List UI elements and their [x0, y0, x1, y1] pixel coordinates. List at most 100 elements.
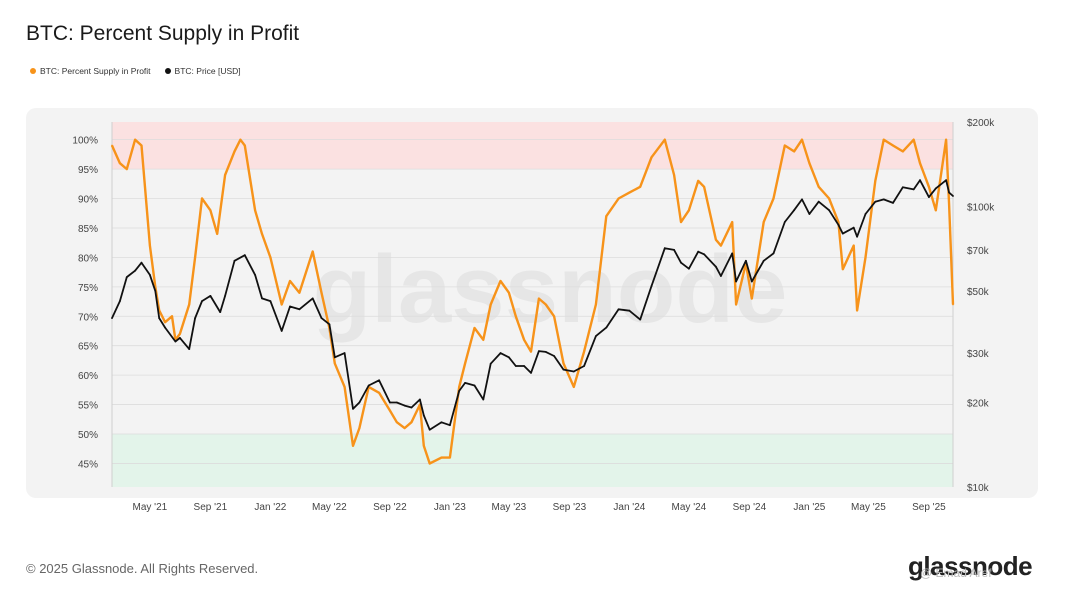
price-point-21: [269, 300, 272, 302]
price-point-93: [901, 186, 904, 189]
legend: BTC: Percent Supply in Profit BTC: Price…: [30, 66, 241, 76]
x-tick: Jan '22: [254, 502, 286, 513]
supply-point-16: [216, 233, 219, 235]
y-right-tick: $50k: [967, 287, 990, 298]
supply-point-32: [352, 444, 354, 447]
price-point-15: [219, 311, 222, 313]
supply-point-14: [201, 197, 203, 200]
supply-point-89: [852, 244, 855, 247]
supply-point-5: [149, 244, 151, 247]
x-tick: May '24: [672, 502, 707, 513]
price-point-14: [209, 295, 212, 297]
supply-point-59: [572, 386, 575, 388]
legend-dot-supply: [30, 68, 36, 74]
supply-point-79: [762, 221, 765, 224]
supply-point-9: [171, 315, 173, 318]
supply-point-60: [583, 350, 585, 353]
supply-point-3: [134, 138, 137, 141]
price-point-16: [224, 295, 227, 297]
supply-point-49: [489, 303, 492, 306]
price-point-42: [449, 424, 451, 427]
supply-point-24: [280, 303, 283, 306]
supply-point-56: [544, 303, 547, 306]
supply-point-11: [179, 333, 181, 335]
y-left-tick: 90%: [78, 195, 98, 206]
series-layer: [110, 138, 955, 465]
y-right-tick: $20k: [967, 399, 990, 410]
supply-point-96: [912, 138, 915, 141]
supply-point-26: [298, 291, 301, 294]
supply-point-93: [882, 138, 885, 141]
price-point-62: [628, 309, 631, 312]
price-point-63: [639, 318, 642, 321]
supply-point-69: [680, 221, 682, 224]
price-point-6: [154, 290, 157, 292]
price-point-88: [856, 235, 858, 238]
author-overlay: @ Emad Aref: [920, 566, 992, 580]
price-point-98: [945, 179, 947, 182]
legend-item-supply[interactable]: BTC: Percent Supply in Profit: [30, 66, 151, 76]
price-point-58: [583, 365, 585, 367]
price-point-18: [243, 254, 246, 257]
legend-item-price[interactable]: BTC: Price [USD]: [164, 66, 241, 76]
legend-label-price: BTC: Price [USD]: [174, 66, 241, 76]
price-point-83: [817, 200, 820, 203]
price-point-19: [254, 274, 256, 276]
x-tick: Sep '21: [194, 502, 228, 513]
price-point-22: [280, 330, 283, 332]
supply-point-39: [410, 421, 413, 424]
price-point-30: [352, 407, 354, 410]
supply-point-57: [553, 315, 555, 318]
supply-point-76: [735, 303, 737, 306]
price-point-8: [164, 326, 167, 329]
supply-point-30: [333, 362, 336, 365]
supply-point-17: [224, 174, 227, 176]
price-point-46: [482, 398, 485, 401]
price-point-78: [772, 252, 775, 255]
price-point-80: [793, 209, 795, 212]
supply-point-46: [464, 362, 466, 365]
supply-point-20: [243, 144, 246, 147]
x-tick: May '21: [133, 502, 168, 513]
supply-point-22: [261, 233, 263, 235]
price-point-24: [298, 308, 301, 311]
supply-point-85: [817, 185, 820, 188]
price-point-5: [149, 274, 151, 276]
brand-logo: glassnode: [908, 551, 1033, 581]
price-point-34: [389, 401, 391, 404]
supply-point-44: [449, 456, 451, 459]
legend-dot-price: [164, 68, 171, 74]
supply-point-67: [663, 138, 666, 141]
price-point-33: [378, 379, 380, 382]
supply-point-84: [808, 162, 811, 165]
supply-point-41: [422, 444, 425, 447]
price-point-75: [745, 259, 747, 262]
supply-point-50: [499, 280, 502, 282]
price-point-41: [440, 421, 443, 424]
supply-point-73: [715, 238, 717, 241]
price-point-2: [125, 276, 128, 278]
price-point-97: [934, 187, 937, 190]
price-point-90: [874, 200, 877, 203]
band-overheated: [112, 122, 953, 170]
price-point-51: [523, 365, 525, 367]
chart-title: BTC: Percent Supply in Profit: [26, 22, 300, 45]
price-point-76: [750, 280, 753, 283]
price-point-38: [419, 398, 421, 401]
supply-point-99: [934, 209, 937, 212]
price-point-61: [617, 308, 620, 311]
price-point-92: [892, 202, 894, 204]
price-point-44: [464, 382, 466, 384]
price-point-7: [158, 317, 161, 319]
supply-point-62: [605, 215, 608, 218]
price-point-60: [605, 326, 608, 329]
price-point-91: [882, 198, 885, 201]
supply-point-58: [562, 362, 565, 365]
price-point-89: [864, 213, 867, 215]
supply-point-86: [828, 197, 830, 200]
y-left-tick: 55%: [78, 401, 98, 412]
price-point-68: [688, 267, 690, 270]
price-point-23: [289, 305, 291, 308]
price-point-55: [553, 355, 555, 357]
